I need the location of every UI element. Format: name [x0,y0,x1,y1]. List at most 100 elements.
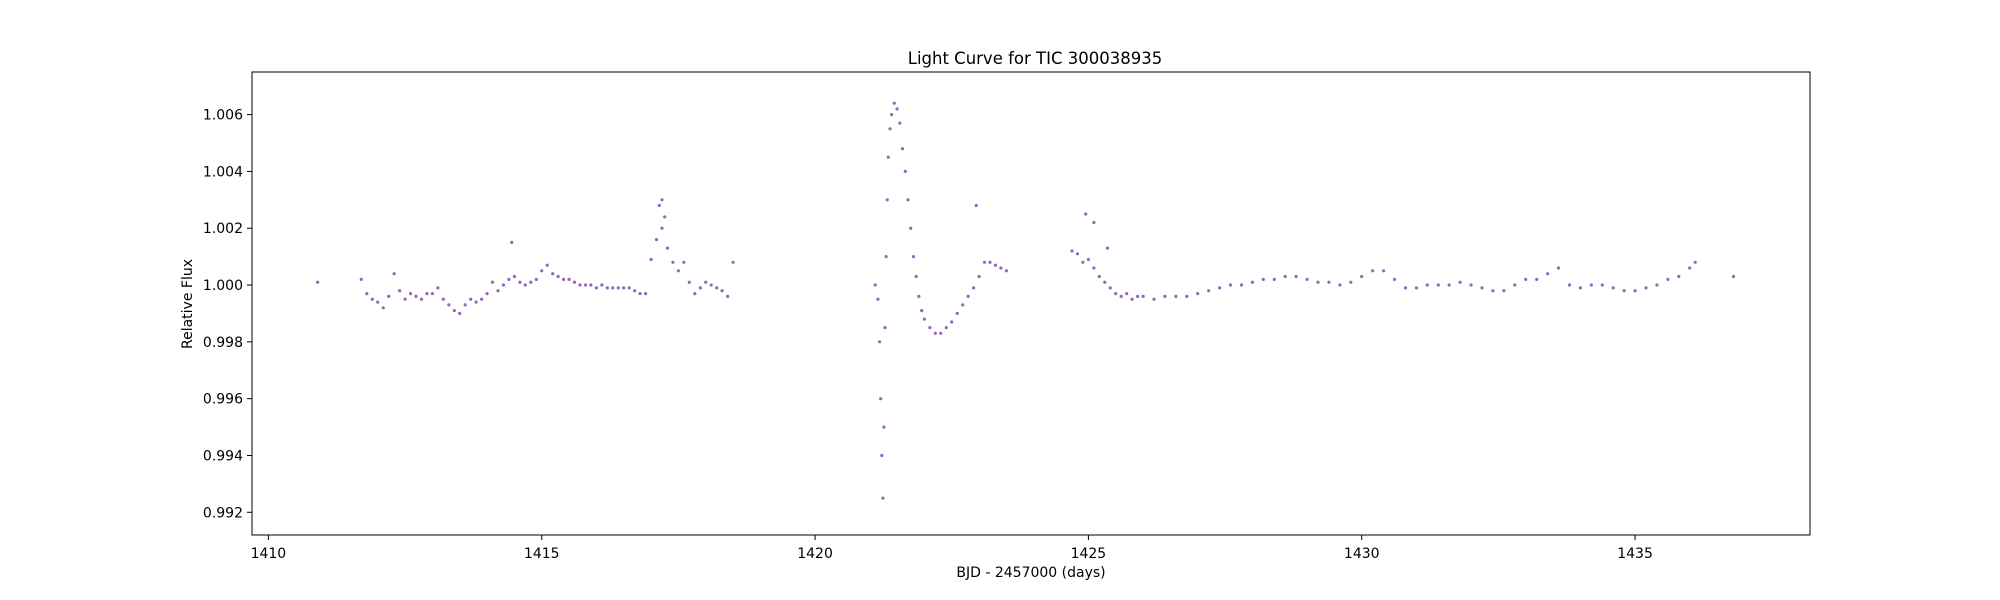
data-point [654,238,659,242]
data-point [611,286,615,290]
x-axis-label: BJD - 2457000 (days) [956,565,1105,581]
data-point [1070,249,1074,253]
data-point [551,272,555,276]
data-point [469,297,473,301]
data-point [1677,274,1681,279]
data-point [1371,269,1375,273]
data-point [398,289,402,293]
y-tick-label: 0.998 [203,335,243,351]
data-point [436,286,440,290]
data-point [452,309,456,313]
data-point [540,269,544,273]
data-point [922,317,927,321]
data-point [1666,277,1670,281]
data-point [316,280,320,284]
y-tick-label: 1.006 [203,108,243,124]
data-point [933,331,937,335]
data-point [1119,294,1123,298]
data-points-layer [316,101,1736,500]
data-point [900,147,905,151]
data-point [909,226,913,230]
data-point [1105,246,1110,250]
data-point [895,107,899,111]
data-point [562,277,566,281]
data-point [1556,266,1561,270]
y-tick-label: 0.992 [203,505,243,521]
data-point [1589,283,1593,287]
data-point [880,453,884,458]
data-point [663,215,667,219]
data-point [1097,274,1101,279]
data-point [1084,212,1088,216]
data-point [1338,283,1342,287]
data-point [1414,286,1418,290]
data-point [1731,274,1736,279]
data-point [1004,269,1009,273]
data-point [876,297,880,301]
data-point [1092,266,1096,270]
data-point [1535,277,1539,281]
data-point [616,286,620,290]
data-point [1228,283,1233,287]
data-point [704,280,708,284]
data-point [731,260,735,264]
data-point [594,286,599,290]
data-point [1081,260,1085,264]
data-point [883,326,887,330]
data-point [903,169,907,173]
x-tick-label: 1435 [1617,546,1653,562]
data-point [485,292,489,296]
data-point [1633,289,1637,293]
data-point [914,274,918,279]
data-point [1261,277,1265,281]
data-point [1546,272,1550,276]
data-point [463,303,467,307]
data-point [1502,289,1506,293]
data-point [920,309,924,313]
data-point [600,283,604,287]
data-point [1567,283,1572,287]
data-point [939,331,943,335]
data-point [988,260,992,264]
data-point [660,226,664,230]
data-point [622,286,626,290]
y-tick-label: 1.004 [203,164,243,180]
data-point [671,260,675,264]
data-point [1218,286,1222,290]
data-point [676,269,681,273]
data-point [534,277,538,281]
data-point [1688,266,1692,270]
x-tick-label: 1430 [1344,546,1380,562]
data-point [961,303,965,307]
data-point [510,240,514,244]
data-point [425,292,429,296]
data-point [490,280,495,284]
data-point [682,260,686,264]
data-point [1163,294,1167,298]
x-tick-label: 1410 [251,546,287,562]
data-point [720,289,724,293]
data-point [359,277,363,281]
data-point [1425,283,1429,287]
data-point [886,155,890,159]
data-point [892,101,896,105]
data-point [447,303,451,307]
data-point [1600,283,1604,287]
data-point [381,306,385,310]
data-point [993,263,998,267]
y-tick-label: 1.000 [203,278,243,294]
data-point [518,280,522,284]
data-point [1086,257,1090,262]
data-point [370,297,374,301]
data-point [955,311,959,315]
data-point [387,294,391,298]
data-point [512,274,517,279]
data-point [1114,292,1118,296]
data-point [1092,220,1096,225]
y-tick-label: 0.994 [203,448,243,464]
data-point [441,297,445,301]
x-tick-label: 1415 [524,546,560,562]
data-point [698,286,702,290]
